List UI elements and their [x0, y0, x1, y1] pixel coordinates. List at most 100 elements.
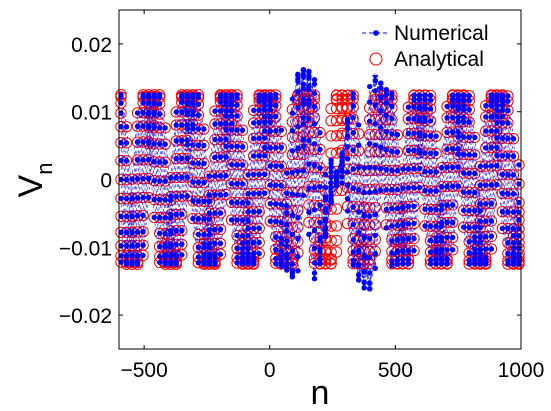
numerical-point: [372, 188, 378, 195]
numerical-point: [173, 193, 179, 200]
numerical-point: [416, 165, 423, 172]
tick-marks: [119, 10, 522, 349]
numerical-point: [251, 225, 257, 232]
numerical-point: [483, 260, 489, 266]
analytical-point: [330, 102, 343, 115]
numerical-point: [378, 108, 384, 114]
numerical-point: [168, 241, 174, 248]
numerical-point: [223, 127, 229, 133]
numerical-point: [350, 103, 356, 109]
numerical-point: [278, 202, 284, 208]
numerical-point: [427, 97, 434, 103]
numerical-point: [450, 97, 456, 104]
numerical-point: [510, 233, 517, 239]
numerical-point: [411, 104, 417, 110]
numerical-point: [157, 259, 163, 266]
numerical-point: [361, 235, 367, 241]
analytical-point: [364, 219, 376, 231]
numerical-point: [400, 261, 406, 267]
numerical-point: [179, 252, 185, 258]
numerical-point: [267, 102, 273, 109]
numerical-point: [262, 128, 268, 134]
numerical-point: [140, 157, 146, 163]
numerical-point: [438, 165, 445, 171]
numerical-point: [134, 259, 141, 265]
numerical-point: [461, 151, 467, 158]
numerical-point: [212, 210, 218, 216]
numerical-point: [256, 153, 262, 159]
numerical-point: [372, 265, 378, 271]
numerical-point: [488, 182, 495, 188]
numerical-point: [251, 239, 257, 246]
numerical-point: [383, 187, 389, 193]
numerical-point: [444, 115, 450, 121]
numerical-point: [383, 225, 389, 231]
numerical-point: [311, 270, 318, 276]
numerical-point: [311, 162, 318, 169]
numerical-point: [267, 218, 273, 224]
numerical-point: [289, 191, 296, 197]
numerical-point: [300, 71, 307, 78]
numerical-point: [217, 210, 224, 216]
numerical-point: [350, 147, 356, 153]
numerical-point: [416, 105, 423, 112]
numerical-point: [311, 121, 318, 127]
numerical-point: [438, 235, 445, 241]
numerical-point: [123, 124, 130, 130]
numerical-point: [378, 165, 384, 172]
numerical-point: [499, 107, 506, 114]
numerical-point: [168, 211, 174, 218]
numerical-point: [444, 234, 450, 241]
numerical-point: [311, 227, 318, 234]
numerical-point: [201, 126, 207, 132]
numerical-point: [212, 154, 218, 160]
numerical-point: [184, 122, 190, 128]
numerical-point: [422, 188, 428, 194]
numerical-point: [472, 170, 478, 177]
numerical-point: [129, 213, 135, 219]
x-tick-label: 1000: [498, 359, 545, 382]
analytical-point: [386, 114, 398, 126]
numerical-point: [455, 134, 461, 140]
numerical-point: [190, 126, 196, 132]
numerical-point: [151, 94, 157, 100]
numerical-point: [212, 136, 218, 143]
numerical-point: [311, 185, 318, 191]
numerical-point: [251, 250, 257, 257]
numerical-point: [450, 92, 456, 99]
numerical-point: [367, 286, 373, 292]
numerical-point: [411, 235, 417, 242]
numerical-point: [134, 176, 141, 182]
numerical-point: [477, 260, 483, 266]
numerical-point: [389, 115, 395, 122]
numerical-point: [195, 254, 202, 260]
numerical-point: [367, 118, 373, 125]
numerical-point: [350, 258, 356, 264]
numerical-point: [179, 109, 185, 115]
numerical-point: [356, 142, 362, 148]
numerical-point: [123, 213, 130, 220]
numerical-point: [405, 203, 412, 210]
numerical-point: [367, 83, 373, 90]
numerical-point: [162, 215, 168, 221]
numerical-point: [284, 228, 290, 234]
numerical-point: [284, 267, 290, 273]
numerical-point: [157, 125, 163, 131]
numerical-point: [400, 248, 406, 254]
numerical-point: [344, 196, 351, 202]
numerical-point: [350, 130, 356, 136]
x-tick-label: 500: [378, 359, 413, 382]
analytical-point: [513, 159, 525, 171]
numerical-point: [394, 257, 401, 263]
numerical-point: [466, 250, 472, 256]
legend: Numerical Analytical: [355, 17, 517, 75]
numerical-point: [118, 253, 124, 259]
numerical-point: [179, 211, 185, 217]
numerical-point: [201, 160, 207, 167]
numerical-point: [505, 225, 511, 232]
numerical-point: [173, 138, 179, 144]
numerical-point: [411, 97, 417, 103]
numerical-point: [433, 235, 439, 241]
legend-analytical-label: Analytical: [394, 48, 484, 71]
